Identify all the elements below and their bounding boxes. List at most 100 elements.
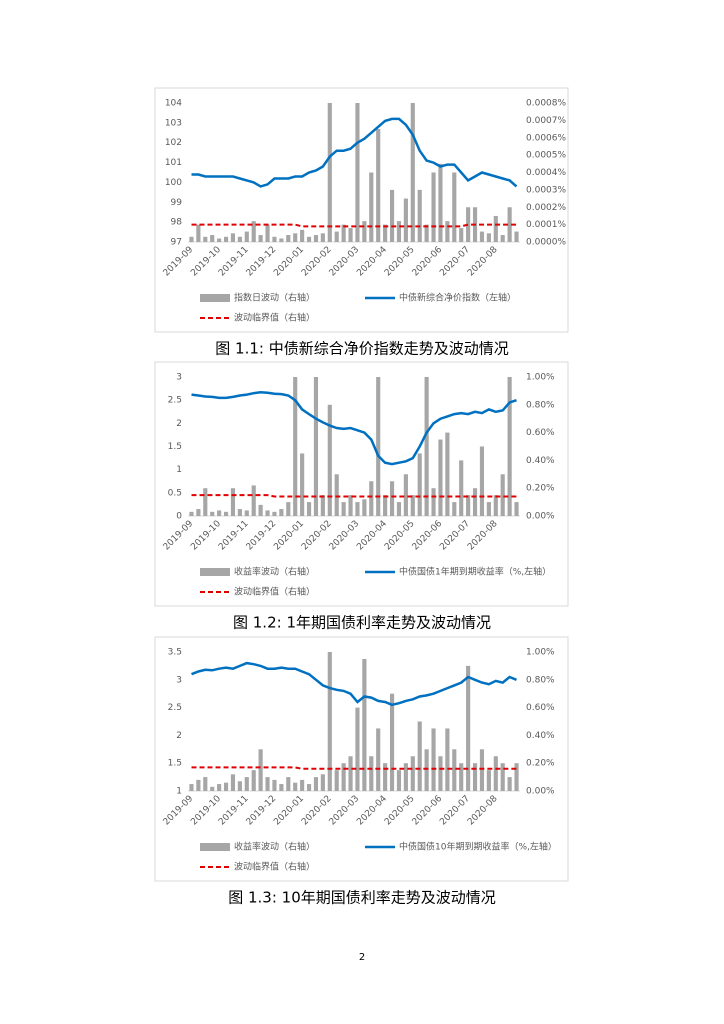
bar [348, 756, 353, 791]
bar [258, 504, 263, 516]
bar [472, 763, 478, 791]
bar [251, 221, 256, 242]
y2-tick-label: 0.0007% [526, 116, 566, 126]
bar [293, 233, 298, 242]
figure-caption: 图 1.1: 中债新综合净价指数走势及波动情况 [215, 340, 508, 358]
bar [327, 103, 332, 242]
y2-tick-label: 0.40% [526, 456, 555, 466]
y2-tick-label: 0.60% [526, 703, 555, 713]
bar [210, 786, 215, 791]
bar [189, 236, 194, 242]
bar [223, 511, 229, 516]
y-tick-label: 3 [176, 675, 182, 685]
bar [417, 453, 422, 516]
bar [500, 763, 505, 791]
bar [466, 665, 471, 791]
bar [320, 233, 325, 242]
y2-tick-label: 0.40% [526, 731, 555, 741]
y2-tick-label: 0.0008% [526, 99, 566, 109]
bar [230, 233, 236, 242]
bar [223, 236, 229, 242]
y-tick-label: 98 [171, 218, 183, 228]
bar [327, 404, 332, 516]
x-tick-label: 2020-08 [466, 519, 500, 553]
y2-tick-label: 0.20% [526, 484, 555, 494]
bar [210, 235, 215, 242]
bar [486, 233, 491, 242]
y-tick-label: 1 [176, 465, 182, 475]
legend-label: 波动临界值（右轴） [234, 586, 315, 598]
bar [244, 231, 249, 242]
bar [438, 439, 443, 516]
y2-tick-label: 0.20% [526, 759, 555, 769]
y-tick-label: 2.5 [168, 396, 182, 406]
y2-tick-label: 0.0004% [526, 168, 566, 178]
bar [196, 224, 201, 242]
bar [203, 488, 208, 516]
bar [348, 228, 353, 242]
bar [196, 509, 201, 516]
bar [341, 224, 346, 242]
bar [334, 770, 339, 791]
bar [514, 231, 519, 242]
bar [479, 231, 485, 242]
y2-tick-label: 1.00% [526, 373, 555, 383]
bar [272, 236, 277, 242]
bar [369, 756, 374, 791]
y-tick-label: 2 [176, 731, 182, 741]
bar [362, 658, 367, 791]
bar [341, 763, 346, 791]
y-tick-label: 97 [171, 238, 182, 248]
bar [189, 784, 194, 791]
bar [286, 235, 291, 242]
bar [203, 777, 208, 791]
bar [431, 728, 436, 791]
bar [341, 502, 346, 516]
bar [493, 215, 498, 242]
bar [438, 163, 443, 242]
y-tick-label: 100 [165, 178, 182, 188]
bar [362, 221, 367, 242]
bar [362, 499, 367, 516]
bar [230, 774, 236, 791]
bar [279, 784, 284, 791]
y-tick-label: 99 [171, 198, 183, 208]
bar [459, 763, 464, 791]
legend-label: 中债国债10年期到期收益率（%,左轴） [399, 841, 557, 853]
bar [376, 129, 381, 242]
line [191, 117, 518, 188]
bar [479, 749, 485, 791]
y-tick-label: 3 [176, 373, 182, 383]
bar [313, 777, 319, 791]
bar [265, 224, 270, 242]
bar [320, 774, 325, 791]
threshold-line [191, 494, 517, 498]
bar [286, 777, 291, 791]
bar [265, 777, 270, 791]
bar [189, 511, 194, 516]
y2-tick-label: 0.00% [526, 512, 555, 522]
bar [300, 229, 305, 242]
bar [355, 502, 360, 516]
bar [196, 779, 201, 791]
bar [306, 502, 312, 516]
bar [452, 502, 457, 516]
y-tick-label: 1 [176, 787, 182, 797]
bar [417, 189, 422, 242]
bar [223, 782, 229, 791]
y-tick-label: 104 [165, 99, 182, 109]
bar [334, 474, 339, 516]
bar [265, 510, 270, 516]
bar [424, 377, 429, 516]
bar [203, 236, 208, 242]
bar [279, 238, 284, 242]
legend-swatch [200, 294, 230, 302]
y-tick-label: 101 [165, 158, 182, 168]
bar [403, 474, 408, 516]
y-tick-label: 2 [176, 419, 182, 429]
legend-label: 中债国债1年期到期收益率（%,左轴） [399, 566, 551, 578]
line [191, 661, 517, 707]
bar [396, 221, 402, 242]
bar [500, 235, 505, 242]
